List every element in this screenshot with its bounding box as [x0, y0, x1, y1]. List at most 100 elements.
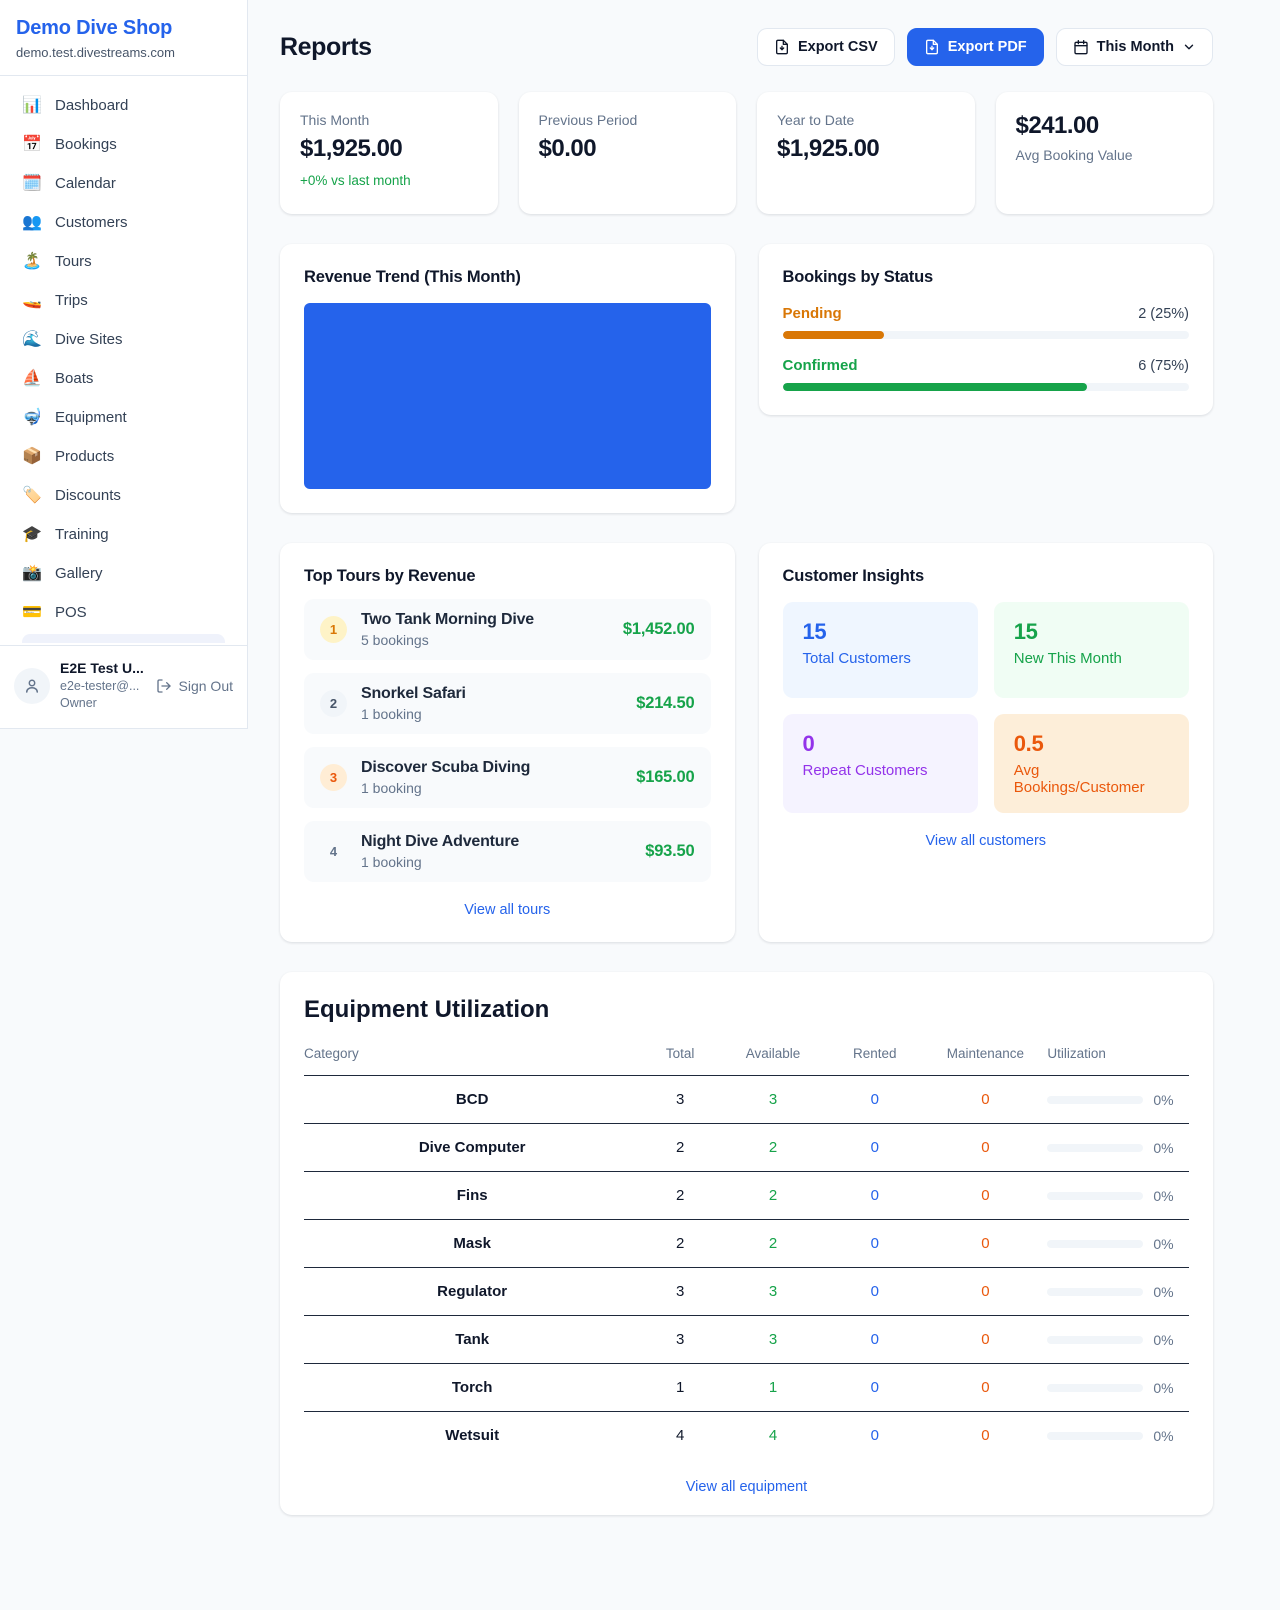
sidebar-item-pos[interactable]: 💳 POS — [12, 593, 235, 632]
tour-bookings: 5 bookings — [361, 632, 429, 648]
rank-badge: 4 — [329, 844, 338, 859]
sidebar-item-customers[interactable]: 👥 Customers — [12, 203, 235, 242]
cell-total: 4 — [675, 1427, 685, 1444]
graduation-cap-icon: 🎓 — [22, 525, 42, 543]
column-header-category: Category — [304, 1038, 641, 1076]
equipment-utilization-title: Equipment Utilization — [304, 996, 550, 1023]
sidebar-item-label: Dive Sites — [55, 331, 123, 348]
sidebar-item-dashboard[interactable]: 📊 Dashboard — [12, 86, 235, 125]
tour-name: Discover Scuba Diving — [361, 759, 531, 776]
cell-rented: 0 — [826, 1267, 924, 1316]
column-header-total: Total — [640, 1038, 720, 1076]
view-all-tours-link[interactable]: View all tours — [464, 902, 551, 918]
tile-label: New This Month — [1013, 650, 1122, 667]
sidebar-item-tours[interactable]: 🏝️ Tours — [12, 242, 235, 281]
customer-insights-card: Customer Insights 15 Total Customers 15 … — [758, 543, 1213, 942]
wave-icon: 🌊 — [22, 330, 42, 348]
tour-revenue: $214.50 — [636, 694, 695, 712]
sidebar-item-label: Customers — [55, 214, 128, 231]
sidebar-item-dive-sites[interactable]: 🌊 Dive Sites — [12, 320, 235, 359]
package-icon: 📦 — [22, 447, 42, 465]
stat-label: Year to Date — [777, 112, 855, 128]
sidebar-item-calendar[interactable]: 🗓️ Calendar — [12, 164, 235, 203]
tile-total-customers: 15 Total Customers — [782, 602, 978, 698]
sidebar-item-label: Tours — [55, 253, 92, 270]
period-label: This Month — [1096, 39, 1174, 55]
credit-card-icon: 💳 — [22, 603, 42, 621]
revenue-trend-chart — [304, 303, 711, 489]
dashboard-icon: 📊 — [22, 96, 42, 114]
utilization-bar — [1047, 1095, 1144, 1104]
sidebar-item-training[interactable]: 🎓 Training — [12, 515, 235, 554]
cell-maintenance: 0 — [923, 1123, 1048, 1172]
sidebar-item-discounts[interactable]: 🏷️ Discounts — [12, 476, 235, 515]
tour-revenue: $165.00 — [636, 768, 695, 786]
view-all-equipment-link[interactable]: View all equipment — [685, 1479, 808, 1495]
cell-category: Tank — [304, 1315, 641, 1364]
sidebar-item-trips[interactable]: 🚤 Trips — [12, 281, 235, 320]
customer-insights-title: Customer Insights — [782, 567, 925, 585]
table-row: Tank 3 3 0 0 0% — [304, 1315, 1189, 1364]
tile-value: 15 — [802, 619, 827, 644]
sidebar-item-gallery[interactable]: 📸 Gallery — [12, 554, 235, 593]
status-bar-track — [782, 331, 1189, 339]
sidebar-item-reports-partial[interactable] — [22, 634, 225, 643]
cell-maintenance: 0 — [923, 1363, 1048, 1412]
stat-label: Avg Booking Value — [1015, 147, 1133, 163]
sidebar-item-products[interactable]: 📦 Products — [12, 437, 235, 476]
cell-maintenance: 0 — [923, 1267, 1048, 1316]
sign-out-label: Sign Out — [178, 677, 233, 694]
tour-row: 1 Two Tank Morning Dive 5 bookings $1,45… — [304, 599, 711, 660]
period-dropdown[interactable]: This Month — [1055, 28, 1213, 66]
sidebar-item-equipment[interactable]: 🤿 Equipment — [12, 398, 235, 437]
tile-value: 0 — [802, 731, 815, 756]
stat-card-year-to-date: Year to Date $1,925.00 — [757, 92, 975, 214]
bookings-by-status-title: Bookings by Status — [782, 268, 934, 286]
revenue-trend-card: Revenue Trend (This Month) — [280, 244, 735, 513]
cell-rented: 0 — [826, 1315, 924, 1364]
bookings-by-status-card: Bookings by Status Pending 2 (25%) Confi… — [758, 244, 1213, 415]
utilization-bar — [1047, 1431, 1144, 1440]
utilization-bar — [1047, 1143, 1144, 1152]
sailboat-icon: ⛵ — [22, 369, 42, 387]
status-count-pending: 2 (25%) — [1138, 306, 1189, 322]
sign-out-button[interactable]: Sign Out — [156, 678, 233, 694]
rank-badge: 3 — [320, 764, 347, 791]
tour-bookings: 1 booking — [361, 854, 422, 870]
tile-value: 0.5 — [1013, 731, 1044, 756]
utilization-bar — [1047, 1287, 1144, 1296]
status-row-confirmed: Confirmed 6 (75%) — [782, 357, 1189, 391]
utilization-bar — [1047, 1191, 1144, 1200]
charts-row: Revenue Trend (This Month) Bookings by S… — [280, 244, 1213, 513]
sidebar-item-bookings[interactable]: 📅 Bookings — [12, 125, 235, 164]
export-csv-button[interactable]: Export CSV — [756, 28, 895, 66]
utilization-percent: 0% — [1153, 1379, 1174, 1396]
cell-category: Wetsuit — [445, 1427, 500, 1444]
status-count-confirmed: 6 (75%) — [1138, 358, 1189, 374]
table-row: Wetsuit 4 4 0 0 0% — [304, 1412, 1189, 1460]
cell-maintenance: 0 — [923, 1075, 1048, 1124]
chevron-down-icon — [1184, 44, 1194, 50]
table-row: BCD 3 3 0 0 0% — [304, 1075, 1189, 1124]
avatar — [14, 667, 50, 704]
view-all-customers-link[interactable]: View all customers — [925, 833, 1047, 849]
table-row: Torch 1 1 0 0 0% — [304, 1363, 1189, 1412]
cell-rented: 0 — [826, 1123, 924, 1172]
stat-value: $1,925.00 — [300, 135, 403, 162]
utilization-percent: 0% — [1153, 1235, 1174, 1252]
cell-total: 3 — [640, 1315, 720, 1364]
cell-available: 2 — [719, 1171, 827, 1220]
utilization-bar — [1047, 1383, 1144, 1392]
shop-header: Demo Dive Shop demo.test.divestreams.com — [0, 0, 247, 76]
tour-row: 4 Night Dive Adventure 1 booking $93.50 — [304, 821, 711, 882]
export-pdf-button[interactable]: Export PDF — [906, 28, 1044, 66]
cell-total: 2 — [640, 1219, 720, 1268]
top-tours-title: Top Tours by Revenue — [304, 567, 476, 585]
cell-total: 2 — [640, 1171, 720, 1220]
cell-rented: 0 — [870, 1427, 879, 1444]
sidebar-item-label: Training — [55, 526, 109, 543]
export-pdf-label: Export PDF — [947, 39, 1027, 55]
status-label-confirmed: Confirmed — [782, 357, 858, 374]
sidebar-item-boats[interactable]: ⛵ Boats — [12, 359, 235, 398]
stat-card-previous-period: Previous Period $0.00 — [518, 92, 736, 214]
